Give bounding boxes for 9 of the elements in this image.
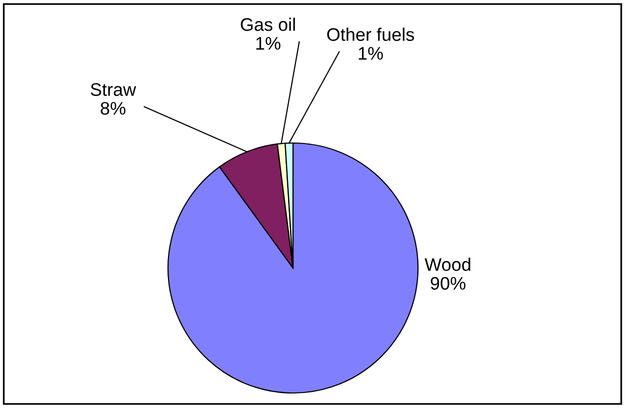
data-label: 1% bbox=[256, 37, 280, 50]
slice-label: Other fuels bbox=[327, 28, 414, 41]
data-label: 1% bbox=[358, 47, 383, 60]
slice-label: Straw bbox=[90, 83, 136, 96]
slice-label: Gas oil bbox=[240, 18, 295, 31]
slice-label: Wood bbox=[424, 258, 470, 271]
data-label: 90% bbox=[430, 276, 466, 290]
pie-slice bbox=[167, 142, 419, 394]
data-label: 8% bbox=[100, 102, 126, 115]
